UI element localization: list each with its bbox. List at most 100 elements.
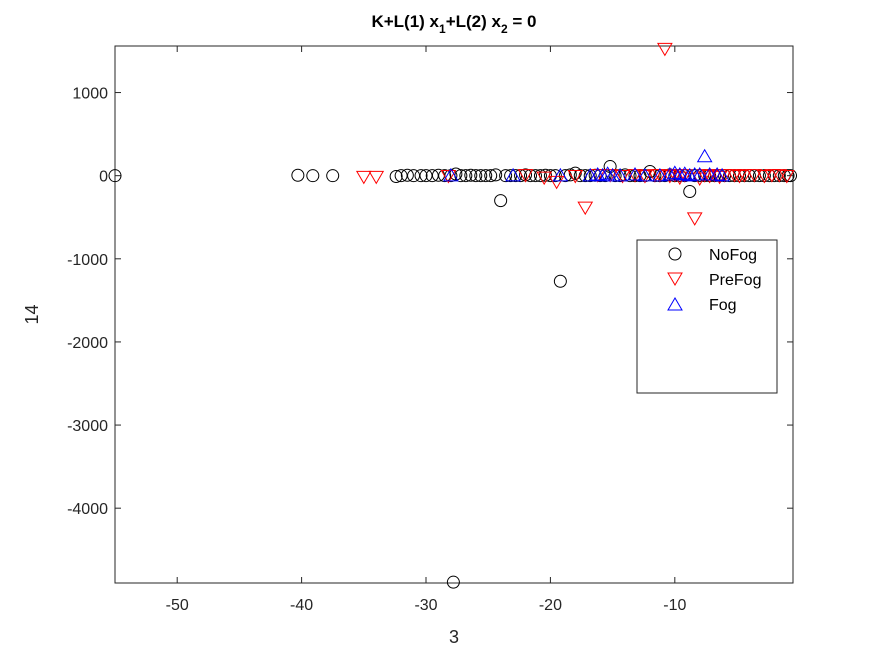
data-points: [108, 42, 798, 589]
data-point-nofog: [446, 575, 460, 589]
data-point-fog: [612, 167, 628, 182]
legend-marker-nofog: [668, 247, 682, 261]
data-point-nofog: [784, 169, 798, 183]
data-point-prefog: [686, 212, 703, 226]
data-point-fog: [676, 166, 693, 180]
data-point-nofog: [291, 168, 305, 182]
data-point-prefog: [701, 170, 718, 184]
x-tick-label: -30: [414, 597, 437, 614]
data-point-fog: [505, 167, 521, 182]
data-point-nofog: [326, 169, 340, 183]
legend-marker-prefog: [667, 272, 683, 286]
series-fog: [443, 148, 730, 182]
data-point-prefog: [548, 175, 565, 190]
data-point-prefog: [778, 170, 795, 184]
data-point-prefog: [536, 171, 553, 186]
legend-label-prefog: PreFog: [709, 272, 761, 289]
legend-entry-prefog: PreFog: [667, 272, 761, 289]
data-point-prefog: [746, 169, 763, 183]
x-axis-ticks: -50 -40 -30 -20 -10: [166, 46, 686, 614]
data-point-fog: [552, 167, 569, 182]
data-point-fog: [709, 167, 725, 181]
data-point-fog: [443, 167, 459, 182]
x-tick-label: -10: [663, 597, 686, 614]
data-point-nofog: [389, 170, 403, 184]
data-point-nofog: [414, 169, 428, 183]
x-tick-label: -50: [166, 597, 189, 614]
x-tick-label: -40: [290, 597, 313, 614]
data-point-prefog: [661, 170, 678, 184]
x-axis-label: 3: [449, 627, 459, 647]
data-point-prefog: [440, 170, 457, 184]
data-point-nofog: [108, 169, 122, 183]
data-point-nofog: [683, 184, 697, 198]
title-sub2: 2: [501, 22, 508, 36]
data-point-nofog: [464, 168, 478, 182]
data-point-nofog: [553, 274, 567, 288]
title-sub1: 1: [439, 22, 446, 36]
data-point-fog: [696, 148, 713, 163]
title-main: K+L(1) x: [371, 12, 439, 31]
data-point-fog: [627, 167, 643, 181]
y-axis-ticks: -4000 -3000 -2000 -1000 0 1000: [67, 86, 793, 518]
title-mid: +L(2) x: [446, 12, 502, 31]
data-point-prefog: [656, 42, 673, 57]
data-point-prefog: [355, 170, 372, 185]
data-point-nofog: [499, 169, 513, 183]
data-point-fog: [661, 167, 678, 181]
data-point-prefog: [577, 201, 594, 216]
data-point-prefog: [726, 169, 743, 183]
data-point-prefog: [567, 170, 584, 184]
title-end: = 0: [508, 12, 537, 31]
data-point-prefog: [517, 169, 534, 183]
legend: NoFog PreFog Fog: [636, 239, 778, 394]
y-tick-label: -1000: [67, 252, 108, 269]
data-point-fog: [666, 165, 683, 179]
data-point-nofog: [400, 168, 414, 182]
legend-marker-fog: [667, 297, 683, 311]
y-axis-label: 14: [22, 304, 42, 324]
data-point-fog: [637, 167, 653, 182]
data-point-prefog: [676, 169, 693, 183]
data-point-prefog: [756, 170, 773, 184]
data-point-fog: [589, 167, 606, 181]
legend-label-nofog: NoFog: [709, 247, 757, 264]
data-point-prefog: [696, 169, 713, 183]
data-point-fog: [671, 167, 688, 181]
y-tick-label: -2000: [67, 335, 108, 352]
data-point-fog: [594, 167, 611, 182]
data-point-nofog: [449, 167, 463, 181]
data-point-fog: [652, 167, 668, 182]
data-point-nofog: [469, 169, 483, 183]
legend-label-fog: Fog: [709, 297, 737, 314]
y-tick-label: -4000: [67, 501, 108, 518]
y-tick-label: 0: [99, 169, 108, 186]
legend-entry-fog: Fog: [667, 297, 737, 314]
data-point-nofog: [474, 169, 488, 183]
y-tick-label: -3000: [67, 418, 108, 435]
data-point-prefog: [666, 169, 683, 183]
data-point-fog: [681, 167, 698, 182]
data-point-prefog: [627, 169, 643, 183]
data-point-nofog: [479, 169, 493, 183]
legend-entry-nofog: NoFog: [668, 247, 757, 264]
data-point-prefog: [368, 170, 385, 185]
series-prefog: [355, 42, 795, 226]
data-point-nofog: [438, 169, 452, 183]
data-point-fog: [714, 167, 730, 182]
data-point-nofog: [494, 194, 508, 208]
legend-box: [636, 239, 778, 394]
data-point-prefog: [731, 170, 748, 184]
data-point-nofog: [306, 169, 320, 183]
data-point-nofog: [484, 169, 498, 183]
data-point-nofog: [489, 168, 503, 182]
data-point-nofog: [459, 169, 473, 183]
chart-title: K+L(1) x1+L(2) x2 = 0: [371, 12, 536, 36]
y-tick-label: 1000: [72, 86, 108, 103]
data-point-prefog: [637, 170, 653, 184]
data-point-nofog: [533, 169, 547, 183]
x-tick-label: -20: [539, 597, 562, 614]
data-point-fog: [691, 167, 708, 181]
data-point-prefog: [736, 169, 753, 183]
